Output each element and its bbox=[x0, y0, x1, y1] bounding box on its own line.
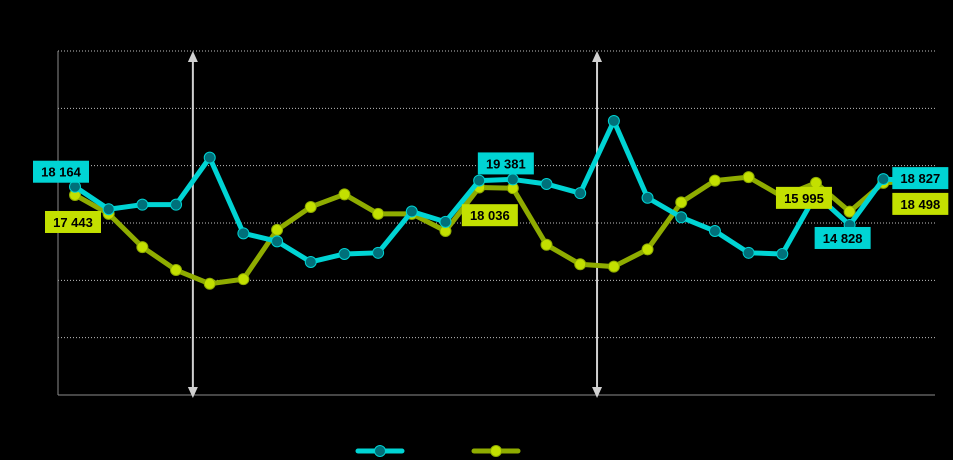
data-label-text: 18 827 bbox=[900, 171, 940, 186]
data-label: 18 036 bbox=[461, 204, 518, 227]
data-label: 14 828 bbox=[814, 226, 871, 249]
data-label-text: 19 381 bbox=[486, 156, 526, 171]
series-1-point bbox=[304, 255, 317, 268]
series-2-point bbox=[136, 241, 149, 254]
series-lines bbox=[69, 114, 923, 290]
series-1-point bbox=[540, 178, 553, 191]
legend-swatch-marker bbox=[490, 445, 502, 457]
data-label-box bbox=[45, 210, 101, 233]
series-2-point bbox=[203, 277, 216, 290]
series-1-point bbox=[607, 114, 620, 127]
series-1-point bbox=[372, 246, 385, 259]
data-label-box bbox=[33, 160, 89, 183]
data-label-box bbox=[814, 226, 871, 249]
series-1-point bbox=[271, 235, 284, 248]
legend-swatch-marker bbox=[374, 445, 386, 457]
series-1-point bbox=[237, 227, 250, 240]
series-2-point bbox=[372, 207, 385, 220]
data-label: 19 381 bbox=[477, 152, 534, 175]
series-2-point bbox=[607, 260, 620, 273]
legend-item-series-2 bbox=[471, 445, 521, 457]
series-2-point bbox=[843, 205, 856, 218]
legend bbox=[355, 445, 521, 457]
data-label-box bbox=[775, 186, 832, 209]
series-2-point bbox=[338, 188, 351, 201]
data-label-text: 18 036 bbox=[470, 208, 510, 223]
series-2-point bbox=[809, 176, 822, 189]
series-1-point bbox=[742, 246, 755, 259]
series-1-point bbox=[405, 205, 418, 218]
series-2-point bbox=[641, 243, 654, 256]
series-1-point bbox=[776, 247, 789, 260]
data-label: 18 164 bbox=[33, 160, 89, 183]
series-1-point bbox=[708, 225, 721, 238]
series-2-point bbox=[540, 238, 553, 251]
data-label: 18 498 bbox=[892, 192, 949, 215]
data-label: 18 827 bbox=[892, 167, 949, 190]
data-label-text: 14 828 bbox=[823, 231, 863, 246]
data-label-text: 15 995 bbox=[784, 191, 824, 206]
series-1-point bbox=[203, 151, 216, 164]
series-1-point bbox=[473, 174, 486, 187]
series-1-point bbox=[641, 191, 654, 204]
series-2-point bbox=[574, 258, 587, 271]
series-2-point bbox=[170, 264, 183, 277]
series-1-point bbox=[675, 211, 688, 224]
data-label: 17 443 bbox=[45, 210, 101, 233]
data-label-box bbox=[477, 152, 534, 175]
series-1-point bbox=[506, 173, 519, 186]
series-2-point bbox=[742, 171, 755, 184]
vertical-double-arrow-marker bbox=[187, 51, 198, 398]
series-1-point bbox=[338, 247, 351, 260]
data-label-box bbox=[892, 167, 949, 190]
data-labels: 18 164 17 443 19 381 18 036 15 995 14 828 18 8… bbox=[33, 152, 949, 249]
arrow-up-icon bbox=[187, 51, 198, 62]
series-2-point bbox=[304, 200, 317, 213]
series-1-point bbox=[574, 187, 587, 200]
series-1-point bbox=[69, 180, 81, 193]
series-1-point bbox=[136, 198, 149, 211]
series-1-point bbox=[170, 198, 183, 211]
series-1-point bbox=[877, 173, 890, 186]
data-label: 15 995 bbox=[775, 186, 832, 209]
vertical-markers bbox=[187, 51, 603, 398]
series-2-point bbox=[237, 273, 250, 286]
data-label-box bbox=[461, 204, 518, 227]
arrow-up-icon bbox=[592, 51, 603, 62]
series-1-point bbox=[439, 215, 452, 228]
series-2-point bbox=[271, 223, 284, 236]
legend-item-series-1 bbox=[355, 445, 405, 457]
vertical-double-arrow-marker bbox=[592, 51, 603, 398]
series-1-point bbox=[102, 203, 115, 216]
data-label-text: 18 498 bbox=[900, 197, 940, 212]
data-label-box bbox=[892, 192, 949, 215]
arrow-down-icon bbox=[187, 387, 198, 398]
data-label-text: 18 164 bbox=[41, 165, 82, 180]
arrow-down-icon bbox=[592, 387, 603, 398]
series-2-point bbox=[708, 174, 721, 187]
data-label-text: 17 443 bbox=[53, 215, 93, 230]
series-2-point bbox=[675, 196, 688, 209]
